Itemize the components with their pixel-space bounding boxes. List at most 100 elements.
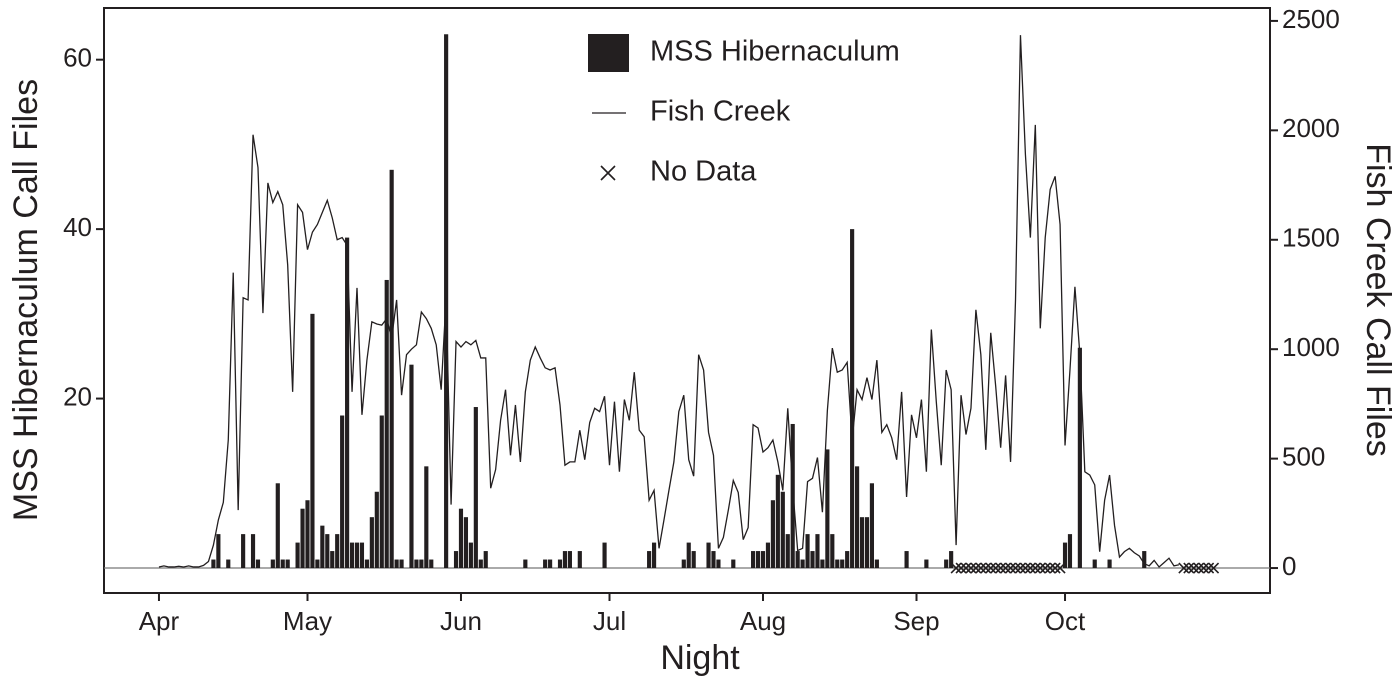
bar bbox=[1142, 551, 1147, 569]
bar bbox=[364, 559, 369, 569]
bar bbox=[478, 559, 483, 569]
no-data-marker bbox=[1034, 562, 1046, 574]
bar bbox=[795, 551, 800, 569]
no-data-marker bbox=[1207, 562, 1220, 574]
bar bbox=[755, 551, 761, 569]
no-data-marker bbox=[1198, 562, 1210, 574]
bar bbox=[458, 508, 464, 569]
legend-swatch bbox=[588, 34, 629, 72]
bar bbox=[850, 229, 855, 569]
bar bbox=[369, 517, 374, 569]
x-tick-label: Oct bbox=[1045, 606, 1086, 636]
x-tick-label: Sep bbox=[893, 606, 939, 636]
bar bbox=[686, 542, 691, 569]
y-tick-label: 40 bbox=[63, 212, 92, 242]
y-axis-title: MSS Hibernaculum Call Files bbox=[7, 79, 45, 521]
no-data-marker bbox=[1009, 562, 1022, 574]
bar bbox=[765, 542, 771, 569]
x-tick-label: Jul bbox=[593, 606, 626, 636]
y2-tick-label: 2500 bbox=[1282, 4, 1340, 34]
bar bbox=[216, 534, 221, 569]
bar bbox=[760, 551, 766, 569]
bar bbox=[280, 559, 285, 569]
bar bbox=[468, 542, 473, 569]
bar bbox=[835, 559, 840, 569]
no-data-marker bbox=[1193, 562, 1205, 574]
bar bbox=[359, 542, 365, 569]
bar bbox=[751, 551, 756, 569]
x-axis-title: Night bbox=[660, 639, 740, 677]
bar bbox=[780, 491, 785, 569]
bar bbox=[211, 559, 216, 569]
no-data-marker bbox=[1183, 562, 1195, 574]
no-data-marker bbox=[955, 562, 967, 574]
legend-label: No Data bbox=[650, 156, 757, 188]
bar bbox=[335, 534, 340, 569]
no-data-marker bbox=[950, 562, 962, 574]
bar bbox=[577, 551, 582, 569]
no-data-marker bbox=[995, 562, 1007, 574]
bar bbox=[374, 491, 379, 569]
bar bbox=[949, 551, 954, 569]
bar bbox=[944, 559, 949, 569]
bar bbox=[1107, 559, 1112, 569]
y2-tick-label: 2000 bbox=[1282, 113, 1340, 143]
x-tick-label: Aug bbox=[740, 606, 786, 636]
bar bbox=[320, 525, 325, 569]
no-data-marker bbox=[975, 562, 987, 574]
bar bbox=[226, 559, 231, 569]
no-data-marker bbox=[970, 562, 982, 574]
bar bbox=[859, 517, 865, 569]
bar bbox=[602, 542, 607, 569]
bar bbox=[310, 313, 315, 569]
bar bbox=[864, 517, 870, 569]
bar bbox=[1077, 347, 1082, 569]
bar bbox=[869, 483, 875, 569]
no-data-marker bbox=[1024, 562, 1036, 574]
y2-tick-label: 500 bbox=[1282, 441, 1325, 471]
legend-swatch bbox=[600, 165, 616, 181]
bar bbox=[389, 169, 394, 569]
bar bbox=[354, 542, 360, 569]
bar bbox=[241, 534, 246, 569]
bar bbox=[731, 559, 736, 569]
line bbox=[158, 35, 1180, 568]
bar bbox=[379, 415, 384, 569]
bar bbox=[904, 551, 909, 569]
no-data-marker bbox=[1178, 562, 1190, 574]
bar bbox=[557, 559, 563, 569]
bar bbox=[785, 534, 790, 569]
no-data-marker bbox=[1203, 562, 1215, 574]
x-tick-label: Jun bbox=[440, 606, 482, 636]
bar bbox=[325, 534, 330, 569]
bar bbox=[409, 364, 414, 569]
bar bbox=[384, 279, 389, 569]
bar bbox=[805, 534, 810, 569]
y-tick-label: 60 bbox=[63, 43, 92, 73]
no-data-marker bbox=[980, 562, 992, 574]
bar bbox=[681, 559, 686, 569]
bar bbox=[463, 517, 469, 569]
bar bbox=[711, 551, 716, 569]
y2-tick-label: 1500 bbox=[1282, 223, 1340, 253]
plot-frame bbox=[103, 7, 1271, 594]
bar bbox=[483, 551, 488, 569]
bar bbox=[349, 542, 355, 569]
bar bbox=[1067, 534, 1073, 569]
bar bbox=[453, 551, 459, 569]
no-data-marker bbox=[1000, 562, 1012, 574]
bar bbox=[255, 559, 261, 569]
bar bbox=[330, 551, 335, 569]
bar bbox=[345, 237, 350, 569]
y2-tick-label: 1000 bbox=[1282, 332, 1340, 362]
bar bbox=[523, 559, 528, 569]
bar bbox=[874, 559, 879, 569]
bar bbox=[770, 500, 775, 569]
bar bbox=[924, 559, 929, 569]
bar bbox=[300, 508, 305, 569]
no-data-marker bbox=[960, 562, 972, 574]
legend-label: Fish Creek bbox=[650, 96, 791, 128]
bar bbox=[295, 542, 300, 569]
bar bbox=[394, 559, 399, 569]
